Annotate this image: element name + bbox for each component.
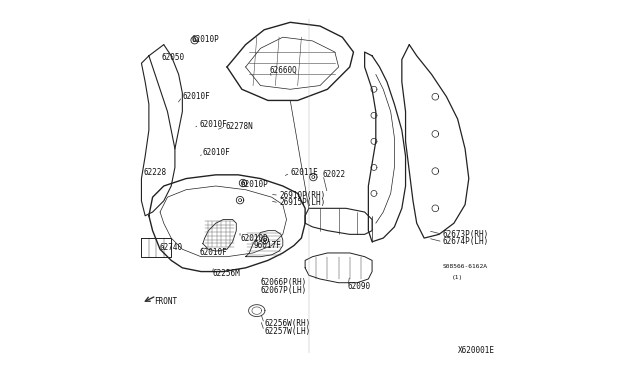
Text: 62278N: 62278N	[225, 122, 253, 131]
Text: 62010F: 62010F	[203, 148, 230, 157]
Text: 62011E: 62011E	[291, 169, 318, 177]
Text: S08566-6162A: S08566-6162A	[443, 264, 488, 269]
Text: 26910P(RH): 26910P(RH)	[279, 191, 325, 200]
Text: 62660Q: 62660Q	[270, 66, 298, 75]
Text: FRONT: FRONT	[154, 297, 177, 306]
Text: 62010D: 62010D	[240, 234, 268, 243]
Text: 26915P(LH): 26915P(LH)	[279, 198, 325, 207]
Text: X620001E: X620001E	[458, 346, 495, 355]
Text: 62010F: 62010F	[199, 120, 227, 129]
Text: 62090: 62090	[348, 282, 371, 291]
Text: 62674P(LH): 62674P(LH)	[443, 237, 489, 246]
Text: 62010P: 62010P	[191, 35, 220, 44]
Text: 62228: 62228	[143, 169, 166, 177]
Text: 62740: 62740	[159, 243, 182, 252]
Text: (1): (1)	[452, 275, 463, 280]
Text: 62067P(LH): 62067P(LH)	[260, 286, 307, 295]
Text: 62256W(RH): 62256W(RH)	[264, 319, 310, 328]
Text: 62050: 62050	[162, 53, 185, 62]
Text: 62022: 62022	[323, 170, 346, 179]
Text: 62256M: 62256M	[212, 269, 240, 278]
Text: 62010F: 62010F	[182, 92, 210, 101]
Text: 62257W(LH): 62257W(LH)	[264, 327, 310, 336]
Text: 62066P(RH): 62066P(RH)	[260, 278, 307, 287]
Text: 62673P(RH): 62673P(RH)	[443, 230, 489, 239]
Text: 62010P: 62010P	[240, 180, 268, 189]
Text: 62010F: 62010F	[199, 248, 227, 257]
Text: 96017F: 96017F	[253, 241, 281, 250]
